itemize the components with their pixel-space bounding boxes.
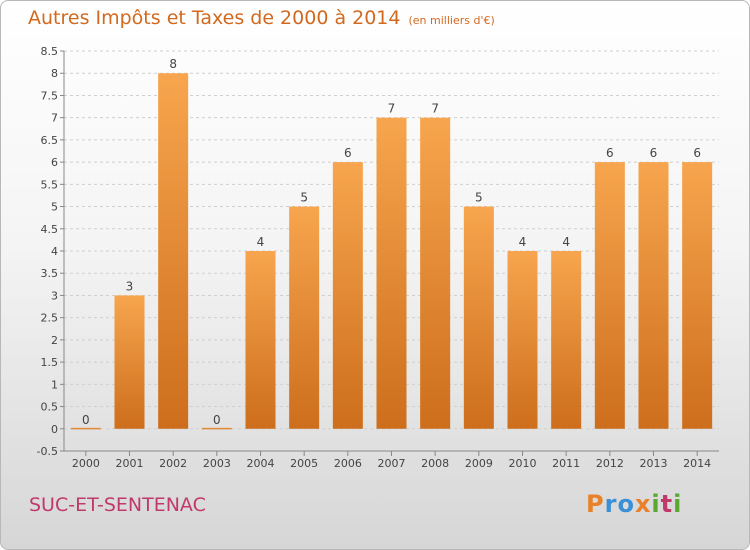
y-tick-label: 0.5 [41, 401, 59, 414]
x-tick-label: 2008 [421, 457, 449, 470]
y-tick-label: 8 [51, 67, 58, 80]
y-tick-label: 3 [51, 289, 58, 302]
logo-letter: t [660, 490, 674, 518]
y-tick-label: 1 [51, 378, 58, 391]
y-tick-label: 7.5 [41, 89, 59, 102]
bar [551, 251, 582, 429]
bar [114, 295, 145, 429]
logo-letter: i [651, 490, 661, 518]
bar [376, 117, 407, 429]
x-tick-label: 2012 [596, 457, 624, 470]
bar [682, 162, 713, 429]
x-tick-label: 2002 [159, 457, 187, 470]
title-text: Autres Impôts et Taxes de 2000 à 2014 [28, 7, 401, 29]
data-label: 0 [82, 413, 90, 427]
logo-letter: o [617, 490, 635, 518]
x-tick-label: 2003 [203, 457, 231, 470]
x-tick-label: 2006 [334, 457, 362, 470]
bar [638, 162, 669, 429]
logo-letter: r [604, 490, 618, 518]
y-tick-label: 6.5 [41, 134, 59, 147]
data-label: 4 [257, 235, 265, 249]
logo-letter: x [634, 490, 652, 518]
data-label: 0 [213, 413, 221, 427]
y-tick-label: 0 [51, 423, 58, 436]
y-tick-label: 6 [51, 156, 58, 169]
bar [332, 162, 363, 429]
y-tick-label: 5.5 [41, 178, 59, 191]
x-tick-label: 2000 [72, 457, 100, 470]
data-label: 5 [300, 191, 308, 205]
data-label: 6 [650, 146, 658, 160]
title-unit: (en milliers d'€) [408, 14, 495, 27]
y-tick-label: 4 [51, 245, 58, 258]
data-label: 8 [169, 57, 177, 71]
x-tick-label: 2014 [683, 457, 711, 470]
x-tick-label: 2009 [465, 457, 493, 470]
x-tick-label: 2005 [290, 457, 318, 470]
chart-title: Autres Impôts et Taxes de 2000 à 2014 (en… [28, 7, 495, 29]
x-tick-label: 2013 [640, 457, 668, 470]
y-tick-label: 7 [51, 112, 58, 125]
bar [463, 206, 494, 429]
data-label: 6 [344, 146, 352, 160]
y-tick-label: -0.5 [37, 445, 58, 458]
bar [507, 251, 538, 429]
x-tick-label: 2004 [247, 457, 275, 470]
y-tick-label: 4.5 [41, 223, 59, 236]
data-label: 5 [475, 191, 483, 205]
data-label: 6 [606, 146, 614, 160]
logo-letter: P [586, 490, 605, 518]
y-tick-label: 2 [51, 334, 58, 347]
y-tick-label: 5 [51, 201, 58, 214]
x-tick-label: 2011 [552, 457, 580, 470]
data-label: 3 [126, 279, 134, 293]
y-tick-label: 3.5 [41, 267, 59, 280]
y-tick-label: 2.5 [41, 312, 59, 325]
y-tick-label: 8.5 [41, 45, 59, 58]
x-tick-label: 2010 [509, 457, 537, 470]
data-label: 6 [693, 146, 701, 160]
bar [70, 427, 101, 430]
data-label: 7 [388, 102, 396, 116]
bar [201, 427, 232, 430]
place-name: SUC-ET-SENTENAC [29, 494, 206, 516]
data-label: 7 [431, 102, 439, 116]
bar [289, 206, 320, 429]
bar [245, 251, 276, 429]
data-label: 4 [519, 235, 527, 249]
bar [158, 73, 189, 429]
x-tick-label: 2001 [116, 457, 144, 470]
y-tick-label: 1.5 [41, 356, 59, 369]
data-label: 4 [562, 235, 570, 249]
x-tick-label: 2007 [378, 457, 406, 470]
bar [420, 117, 451, 429]
proxiti-logo: Proxiti [586, 490, 682, 518]
bar [594, 162, 625, 429]
logo-letter: i [673, 490, 683, 518]
